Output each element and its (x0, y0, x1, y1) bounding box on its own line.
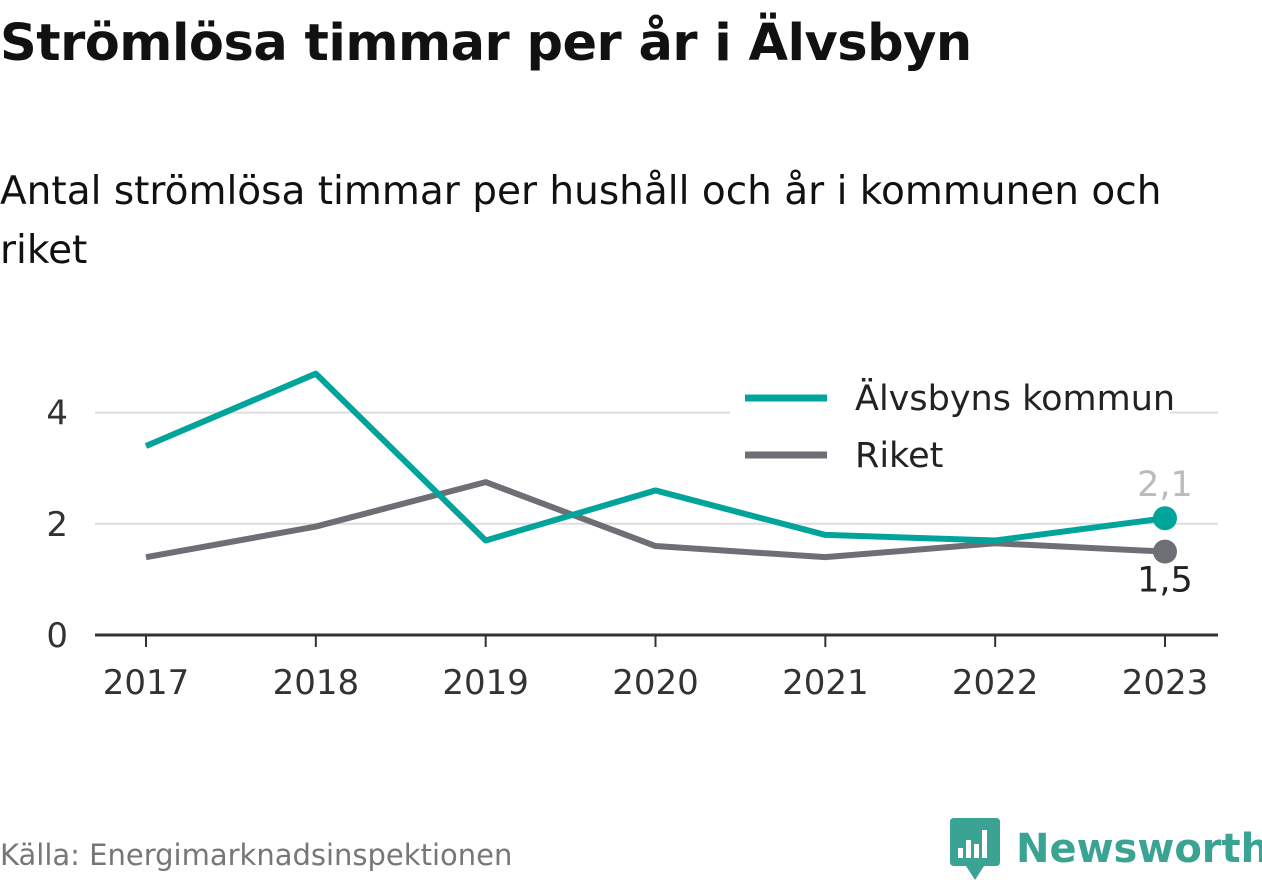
brand-logo: Newsworthy (950, 818, 1262, 880)
x-tick-label: 2017 (103, 663, 190, 703)
end-labels: 2,1 1,5 (1137, 465, 1193, 600)
brand-name: Newsworthy (1016, 826, 1262, 872)
y-tick-label: 0 (46, 616, 68, 656)
newsworthy-logo-icon (950, 818, 1000, 880)
x-tick-label: 2023 (1122, 663, 1209, 703)
legend: Älvsbyns kommun Riket (730, 372, 1175, 482)
end-value-label: 1,5 (1137, 561, 1193, 601)
legend-label: Riket (855, 436, 943, 476)
legend-background (730, 372, 1170, 482)
source-note: Källa: Energimarknadsinspektionen (0, 838, 513, 872)
y-tick-label: 4 (46, 394, 68, 434)
chart-title: Strömlösa timmar per år i Älvsbyn (0, 14, 972, 73)
series-end-point-1 (1153, 539, 1177, 564)
legend-label: Älvsbyns kommun (855, 377, 1175, 419)
series-lines (144, 370, 1177, 564)
series-end-point-0 (1153, 506, 1177, 531)
x-tick-label: 2019 (442, 663, 529, 703)
x-axis-ticks: 2017 2018 2019 2020 2021 2022 2023 (103, 635, 1209, 703)
x-tick-label: 2021 (782, 663, 869, 703)
y-tick-label: 2 (46, 505, 68, 545)
series-line-0 (144, 370, 1166, 544)
y-axis-ticks: 0 2 4 (46, 394, 68, 656)
end-value-label: 2,1 (1137, 465, 1193, 505)
x-tick-label: 2020 (612, 663, 699, 703)
chart-subtitle: Antal strömlösa timmar per hushåll och å… (0, 169, 1162, 273)
x-tick-label: 2018 (273, 663, 360, 703)
x-tick-label: 2022 (952, 663, 1039, 703)
